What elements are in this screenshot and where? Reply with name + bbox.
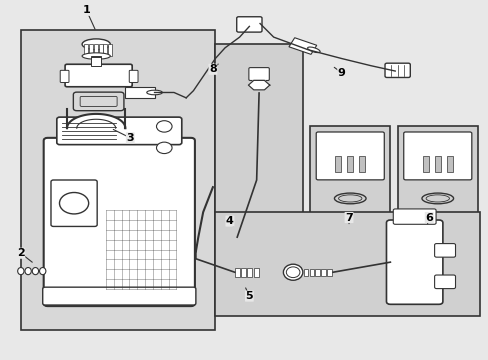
Ellipse shape xyxy=(18,267,24,275)
Bar xyxy=(309,126,389,226)
FancyBboxPatch shape xyxy=(42,287,196,305)
Bar xyxy=(303,269,307,276)
Bar xyxy=(241,268,245,276)
Text: 4: 4 xyxy=(225,216,233,226)
Bar xyxy=(346,156,352,172)
Circle shape xyxy=(156,142,172,154)
Bar xyxy=(99,44,102,56)
Bar xyxy=(84,44,88,56)
Ellipse shape xyxy=(286,267,299,278)
Circle shape xyxy=(156,121,172,132)
FancyBboxPatch shape xyxy=(129,70,138,82)
Ellipse shape xyxy=(82,53,110,59)
Bar xyxy=(321,269,325,276)
Polygon shape xyxy=(248,80,269,90)
Text: 2: 2 xyxy=(17,248,25,258)
Bar xyxy=(94,44,98,56)
FancyBboxPatch shape xyxy=(434,275,455,289)
FancyBboxPatch shape xyxy=(248,68,269,81)
FancyBboxPatch shape xyxy=(236,17,262,32)
Bar xyxy=(315,269,319,276)
Bar xyxy=(89,44,93,56)
Polygon shape xyxy=(125,87,154,98)
Text: 6: 6 xyxy=(425,212,432,222)
Text: 9: 9 xyxy=(337,68,345,78)
Bar xyxy=(434,156,440,172)
Bar xyxy=(422,156,427,172)
FancyBboxPatch shape xyxy=(51,180,97,226)
FancyBboxPatch shape xyxy=(434,244,455,257)
FancyBboxPatch shape xyxy=(43,138,195,306)
Ellipse shape xyxy=(283,264,302,280)
Circle shape xyxy=(60,193,88,214)
FancyBboxPatch shape xyxy=(57,117,182,145)
Bar xyxy=(234,268,239,276)
FancyBboxPatch shape xyxy=(65,64,132,87)
FancyBboxPatch shape xyxy=(392,209,435,224)
Ellipse shape xyxy=(40,267,46,275)
Ellipse shape xyxy=(32,267,39,275)
Text: 1: 1 xyxy=(82,5,90,15)
Ellipse shape xyxy=(146,90,162,95)
Bar xyxy=(215,212,479,316)
Bar xyxy=(326,269,331,276)
Text: 7: 7 xyxy=(345,212,352,222)
Bar xyxy=(359,156,365,172)
Text: 8: 8 xyxy=(208,64,216,74)
FancyBboxPatch shape xyxy=(60,70,69,82)
FancyBboxPatch shape xyxy=(384,63,409,77)
Polygon shape xyxy=(288,38,316,54)
Bar xyxy=(253,268,258,276)
Bar xyxy=(91,56,101,69)
Bar xyxy=(446,156,452,172)
Bar xyxy=(247,268,252,276)
Bar xyxy=(309,269,313,276)
Bar xyxy=(108,44,112,56)
Bar xyxy=(215,44,302,230)
Ellipse shape xyxy=(307,47,320,53)
FancyBboxPatch shape xyxy=(386,220,442,304)
FancyBboxPatch shape xyxy=(316,132,384,180)
FancyBboxPatch shape xyxy=(403,132,471,180)
Ellipse shape xyxy=(82,39,110,50)
Bar xyxy=(21,30,215,330)
Ellipse shape xyxy=(25,267,31,275)
Bar xyxy=(91,57,101,66)
Text: 5: 5 xyxy=(245,291,253,301)
Bar xyxy=(334,156,340,172)
Text: 3: 3 xyxy=(126,133,134,143)
Bar xyxy=(397,126,477,226)
Bar xyxy=(103,44,107,56)
